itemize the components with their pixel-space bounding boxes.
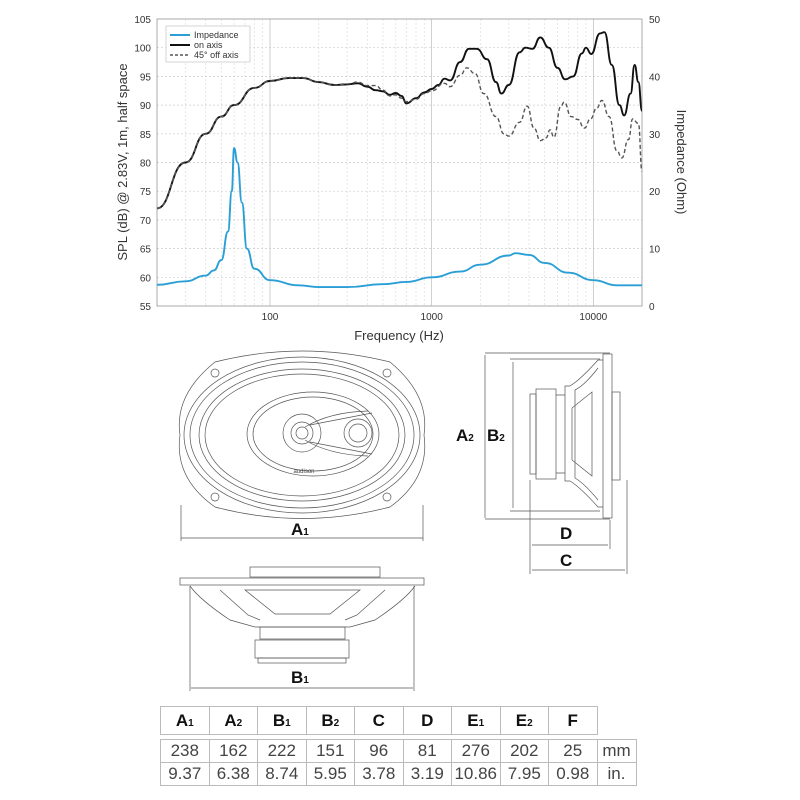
column-header: E2 (499, 706, 549, 735)
y-tick-label: 75 (140, 187, 152, 198)
label-b1: B1 (291, 668, 309, 687)
column-header: A1 (160, 706, 210, 735)
y2-tick-label: 50 (649, 15, 661, 26)
label-b2: B2 (487, 426, 505, 445)
table-cell: 96 (354, 739, 404, 763)
label-c: C (560, 551, 572, 570)
side-view-drawing (529, 353, 621, 519)
series-line-45-off-axis (156, 67, 643, 210)
table-cell: 3.19 (402, 762, 452, 786)
table-cell: 5.95 (305, 762, 355, 786)
y2-tick-label: 20 (649, 187, 661, 198)
basket (189, 585, 416, 628)
x-tick-label: 1000 (421, 312, 444, 323)
y-axis-ticks: 55 60 65 70 75 80 85 90 95 100 105 (134, 15, 151, 313)
chart-series (156, 31, 643, 289)
table-cell: 276 (451, 739, 501, 763)
mounting-frame (178, 350, 426, 519)
y2-tick-label: 40 (649, 72, 661, 83)
column-header: C (354, 706, 404, 735)
tweeter (343, 418, 373, 448)
table-cell: 151 (305, 739, 355, 763)
y-axis-label: SPL (dB) @ 2.83V, 1m, half space (115, 63, 130, 260)
column-header: A2 (208, 706, 258, 735)
column-header: B1 (257, 706, 307, 735)
plot-frame (156, 18, 643, 307)
woofer-center (282, 413, 322, 453)
unit-cell: mm (596, 739, 637, 763)
outer-surround (183, 356, 421, 514)
y2-tick-label: 10 (649, 245, 661, 256)
y-tick-label: 100 (134, 44, 151, 55)
y-tick-label: 70 (140, 216, 152, 227)
label-a1: A1 (291, 520, 309, 539)
column-header: F (548, 706, 598, 735)
y-tick-label: 105 (134, 15, 151, 26)
front-view-drawing: audison (178, 350, 426, 519)
table-cell: 7.95 (499, 762, 549, 786)
x-tick-label: 100 (262, 312, 279, 323)
y2-axis-label: Impedance (Ohm) (674, 110, 689, 215)
column-header: E1 (451, 706, 501, 735)
series-line-impedance (156, 147, 642, 289)
table-cell: 6.38 (208, 762, 258, 786)
dimensions-table-header: A1 A2 B1 B2 C D E1 E2 F (160, 706, 598, 735)
legend: Impedance on axis 45° off axis (165, 25, 251, 63)
column-header: B2 (305, 706, 355, 735)
bottom-view-drawing (179, 566, 425, 664)
frequency-response-chart: 55 60 65 70 75 80 85 90 95 100 105 0 10 20 30 40 50 100… (115, 15, 689, 343)
bottom-mounting-plate (179, 577, 425, 586)
table-cell: 202 (499, 739, 549, 763)
x-tick-label: 10000 (579, 312, 607, 323)
y2-tick-label: 0 (649, 302, 655, 313)
legend-label-impedance: Impedance (194, 30, 239, 40)
table-cell: 238 (160, 739, 210, 763)
side-mounting-plate (602, 353, 613, 519)
y2-tick-label: 30 (649, 130, 661, 141)
unit-cell: in. (596, 762, 637, 786)
table-cell: 10.86 (451, 762, 501, 786)
tweeter-bridge (246, 391, 380, 477)
table-cell: 9.37 (160, 762, 210, 786)
y-tick-label: 90 (140, 101, 152, 112)
brand-logo: audison (293, 469, 314, 475)
y-tick-label: 85 (140, 130, 152, 141)
speaker-technical-drawings: audison A1 A2 B2 D C B1 (178, 350, 628, 691)
table-cell: 0.98 (548, 762, 598, 786)
label-d: D (560, 524, 572, 543)
table-cell: 25 (548, 739, 598, 763)
table-cell: 162 (208, 739, 258, 763)
y-tick-label: 95 (140, 72, 152, 83)
label-a2: A2 (456, 426, 474, 445)
y-tick-label: 65 (140, 245, 152, 256)
y-tick-label: 55 (140, 302, 152, 313)
table-row: 238 162 222 151 96 81 276 202 25 mm (160, 739, 637, 763)
bottom-magnet (254, 639, 350, 659)
column-header: D (402, 706, 452, 735)
y2-axis-ticks: 0 10 20 30 40 50 (649, 15, 661, 313)
table-row: 9.37 6.38 8.74 5.95 3.78 3.19 10.86 7.95 0.98 in. (160, 762, 637, 786)
x-axis-ticks: 100 1000 10000 (262, 312, 608, 323)
legend-label-on-axis: on axis (194, 40, 223, 50)
dimensions-table-body: 238 162 222 151 96 81 276 202 25 mm 9.37 6.38 8.74 5.… (160, 739, 637, 786)
header-row: A1 A2 B1 B2 C D E1 E2 F (160, 706, 598, 735)
table-cell: 222 (257, 739, 307, 763)
table-cell: 81 (402, 739, 452, 763)
tweeter-bump (249, 566, 381, 578)
table-cell: 8.74 (257, 762, 307, 786)
y-tick-label: 80 (140, 159, 152, 170)
y-tick-label: 60 (140, 273, 152, 284)
table-cell: 3.78 (354, 762, 404, 786)
side-magnet (535, 388, 557, 480)
legend-label-off-axis: 45° off axis (194, 50, 239, 60)
x-axis-label: Frequency (Hz) (354, 328, 444, 343)
